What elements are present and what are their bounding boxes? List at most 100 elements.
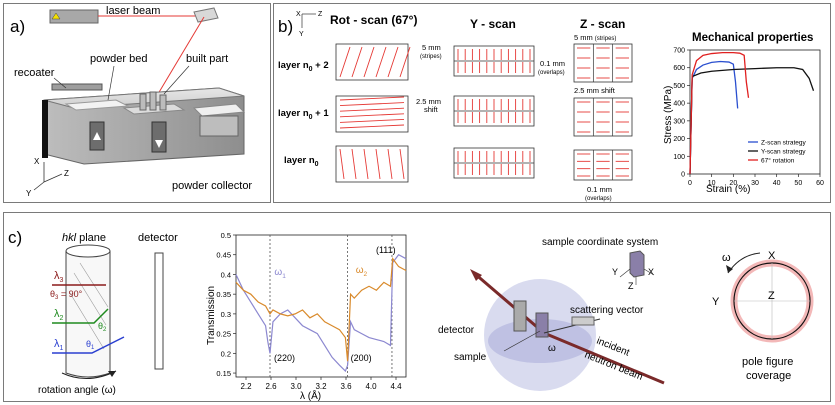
- trans-x-tick-label: 3.2: [315, 382, 327, 391]
- panel-b-letter: b): [278, 17, 293, 36]
- z-scan-layer-1-pattern: [573, 97, 633, 137]
- mech-legend-entry: Y-scan strategy: [761, 149, 806, 156]
- neutron-beam-label: neutron beam: [583, 350, 644, 383]
- scan-track: [363, 148, 369, 180]
- beam-arrowhead-icon: [470, 269, 482, 281]
- deflected-beam-line: [151, 16, 205, 105]
- z-overlap-sub: (overlaps): [585, 196, 612, 202]
- pole-figure-y-label: Y: [712, 296, 720, 308]
- lambda1-ray: [52, 336, 125, 354]
- mech-series-line: [689, 52, 750, 175]
- y-scan-layer-1-pattern: [453, 95, 535, 127]
- trans-series-line: [235, 253, 407, 373]
- mech-series-line: [689, 60, 739, 175]
- scattering-vector-label: scattering vector: [570, 305, 644, 316]
- coord-x-label: X: [648, 267, 654, 277]
- scan-box: [335, 95, 409, 133]
- pole-figure-omega-label: ω: [722, 252, 731, 264]
- mech-x-tick-label: 0: [688, 180, 692, 187]
- panel-c-letter: c): [8, 228, 22, 247]
- detector-bar: [154, 252, 164, 370]
- sample-cylinder: [65, 246, 111, 378]
- omega1-label: ω1: [274, 267, 286, 280]
- incident-beam-line: [543, 331, 665, 385]
- scan-track: [339, 46, 351, 78]
- theta1-label: θ1: [86, 339, 95, 351]
- theta3-label: θ3 = 90°: [50, 289, 83, 301]
- powder-collector-label: powder collector: [172, 180, 252, 192]
- scan-box: [573, 97, 633, 137]
- b-axis-x-label: X: [296, 11, 301, 18]
- scan-track: [399, 46, 411, 78]
- diffracted-beam-line: [473, 271, 545, 335]
- built-part-3: [159, 94, 167, 111]
- scan-track: [399, 148, 405, 180]
- y-overlap-sub: (overlaps): [538, 70, 565, 76]
- trans-y-tick-label: 0.45: [216, 251, 231, 260]
- detector-plate-icon: [513, 300, 527, 332]
- trans-y-tick-label: 0.3: [221, 310, 231, 319]
- neutron-transmission-figure: c) hkl plane detector λ3 θ3 = 90° λ2 θ2 …: [8, 228, 814, 402]
- z-scan-title: Z - scan: [580, 17, 625, 31]
- z-overlap-label: 0.1 mm: [587, 185, 612, 194]
- lambda2-ray: [52, 308, 109, 324]
- recoater-blade: [51, 83, 103, 91]
- y-shift-sub: shift: [424, 105, 439, 114]
- trans-y-tick-label: 0.4: [221, 270, 231, 279]
- sample-block-icon: [535, 312, 549, 338]
- built-part-1: [139, 93, 147, 111]
- scan-track: [387, 148, 393, 180]
- build-piston: [151, 121, 167, 153]
- scan-track: [375, 148, 381, 180]
- mech-xlabel: Strain (%): [706, 184, 750, 195]
- mech-y-tick-label: 0: [681, 172, 685, 179]
- axis-z-line: [43, 173, 63, 183]
- z-shift-label: 2.5 mm shift: [574, 86, 616, 95]
- detector-label: detector: [138, 232, 178, 244]
- detector-setup-label: detector: [438, 325, 475, 336]
- y-scan-title: Y - scan: [470, 17, 516, 31]
- rot-scan-layer-2-pattern: [335, 43, 411, 81]
- coord-y-line: [619, 268, 631, 278]
- trans-x-tick-label: 3.0: [290, 382, 302, 391]
- trans-ylabel: Transmission: [206, 286, 217, 345]
- mech-ylabel: Stress (MPa): [663, 86, 674, 144]
- printer-illustration: a) laser beam recoater powder bed built …: [10, 5, 252, 198]
- scan-track: [339, 118, 405, 123]
- mech-legend-entry: 67° rotation: [761, 157, 795, 165]
- scan-box: [335, 43, 409, 81]
- hkl-plane-line-2: [69, 292, 105, 350]
- mech-y-tick-label: 700: [673, 48, 685, 55]
- sample-coord-title: sample coordinate system: [542, 237, 658, 248]
- lambda3-label: λ3: [54, 270, 64, 284]
- axis-x-label: X: [34, 157, 40, 166]
- cylinder-top: [65, 244, 111, 258]
- mech-legend-entry: Z-scan strategy: [761, 140, 807, 147]
- y-stripes-label: 5 mm: [422, 43, 441, 52]
- coord-y-label: Y: [612, 267, 618, 277]
- layer-n0-plus1-label: layer n0 + 1: [278, 108, 329, 121]
- mech-y-tick-label: 600: [673, 65, 685, 72]
- pole-figure-x-label: X: [768, 250, 776, 262]
- scan-track: [375, 46, 387, 78]
- peak-220-label: (220): [274, 353, 295, 363]
- scan-track: [387, 46, 399, 78]
- mirror-icon: [193, 7, 219, 23]
- mechanical-properties-chart: 0 10 20 30 40 50 600100200300400500600700Z-sca…: [673, 48, 824, 188]
- laser-beam-label: laser beam: [106, 5, 160, 17]
- peak-200-label: (200): [351, 353, 372, 363]
- transmission-chart: 2.2 2.6 3.0 3.2 3.6 4.0 4.4 0.15 0.2 0.25 0.3 0.35 0…: [216, 231, 407, 391]
- recoater-pointer: [53, 77, 67, 89]
- mech-title: Mechanical properties: [692, 32, 813, 44]
- y-overlap-label: 0.1 mm: [540, 59, 565, 68]
- scan-track: [351, 46, 363, 78]
- scan-box: [573, 43, 633, 83]
- pole-figure-z-label: Z: [768, 290, 775, 302]
- panel-a-letter: a): [10, 17, 25, 36]
- scan-box: [573, 149, 633, 181]
- panel-c-neutron-transmission: c) hkl plane detector λ3 θ3 = 90° λ2 θ2 …: [3, 212, 831, 402]
- pole-figure-arrowhead-icon: [726, 265, 733, 273]
- b-axis-z-label: Z: [318, 11, 323, 18]
- panel-a-printer-setup: a) laser beam recoater powder bed built …: [3, 3, 271, 203]
- scan-strategies-figure: b) X Z Y Rot - scan (67°) Y - scan Z - s…: [278, 11, 824, 202]
